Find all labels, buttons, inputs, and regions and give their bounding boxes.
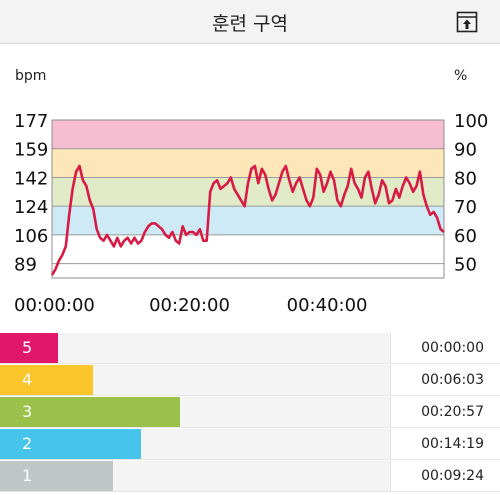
zone-row-4: 4 00:06:03 xyxy=(0,365,500,396)
chart-svg: 177 100 159 90 142 80 124 70 106 60 89 50 00:00:00 00… xyxy=(14,111,488,316)
zone-number: 1 xyxy=(0,461,58,491)
zone-row-3: 3 00:20:57 xyxy=(0,397,500,428)
zone-row-1: 1 00:09:24 xyxy=(0,461,500,492)
y-tick-left: 106 xyxy=(14,226,48,247)
zone-row-2: 2 00:14:19 xyxy=(0,429,500,460)
y-tick-right: 70 xyxy=(454,197,477,218)
zone-band-2 xyxy=(52,206,444,235)
zone-number: 3 xyxy=(0,397,58,427)
y-axis-right-label: % xyxy=(454,68,468,84)
zone-bar-track xyxy=(58,461,390,491)
zone-duration-bar xyxy=(58,461,113,491)
zone-band-5 xyxy=(52,120,444,149)
zone-bar-track xyxy=(58,365,390,395)
zone-duration-time: 00:00:00 xyxy=(421,340,484,356)
zone-number: 2 xyxy=(0,429,58,459)
y-tick-right: 60 xyxy=(454,226,477,247)
zone-divider xyxy=(390,333,391,363)
y-tick-right: 50 xyxy=(454,255,477,276)
y-tick-left: 142 xyxy=(14,168,48,189)
export-up-arrow-icon xyxy=(456,11,478,33)
zone-bar-track xyxy=(58,333,390,363)
export-button[interactable] xyxy=(456,11,478,33)
y-tick-left: 177 xyxy=(14,111,48,132)
y-tick-left: 124 xyxy=(14,197,48,218)
zone-divider xyxy=(390,397,391,427)
zone-divider xyxy=(390,461,391,491)
y-tick-right: 100 xyxy=(454,111,488,132)
heart-rate-line xyxy=(50,164,445,276)
zone-duration-bar xyxy=(58,397,181,427)
zone-duration-bar xyxy=(58,429,142,459)
x-tick-label: 00:40:00 xyxy=(287,295,368,316)
zone-duration-time: 00:09:24 xyxy=(421,468,484,484)
y-tick-right: 90 xyxy=(454,140,477,161)
y-tick-left: 159 xyxy=(14,140,48,161)
zone-duration-time: 00:14:19 xyxy=(421,436,484,452)
page-title: 훈련 구역 xyxy=(212,13,288,35)
x-tick-label: 00:20:00 xyxy=(149,295,230,316)
zone-number: 5 xyxy=(0,333,58,363)
app-header: 훈련 구역 xyxy=(0,0,500,44)
y-axis-left-label: bpm xyxy=(15,68,47,84)
y-tick-right: 80 xyxy=(454,168,477,189)
heart-rate-chart: 177 100 159 90 142 80 124 70 106 60 89 50 00:00:00 00… xyxy=(0,100,500,330)
zone-row-5: 5 00:00:00 xyxy=(0,333,500,364)
zone-duration-bar xyxy=(58,365,94,395)
zone-list: 5 00:00:00 4 00:06:03 3 00:20:57 2 00:14:19 1 00:… xyxy=(0,333,500,495)
zone-number: 4 xyxy=(0,365,58,395)
zone-duration-time: 00:20:57 xyxy=(421,404,484,420)
y-tick-left: 89 xyxy=(14,255,37,276)
x-tick-label: 00:00:00 xyxy=(14,295,95,316)
zone-divider xyxy=(390,365,391,395)
plot-frame xyxy=(51,119,445,279)
zone-divider xyxy=(390,429,391,459)
zone-duration-time: 00:06:03 xyxy=(421,372,484,388)
zone-band-4 xyxy=(52,148,444,178)
